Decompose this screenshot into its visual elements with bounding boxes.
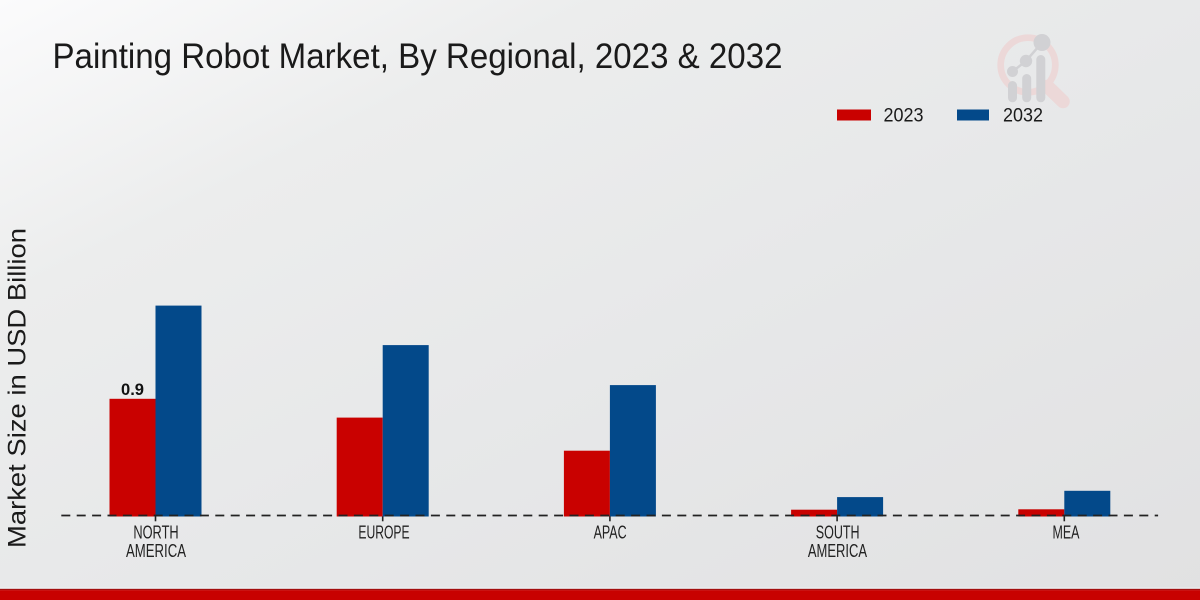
svg-text:AMERICA: AMERICA xyxy=(126,541,186,561)
svg-text:0.9: 0.9 xyxy=(121,380,144,399)
svg-text:MEA: MEA xyxy=(1053,522,1080,542)
svg-text:Market Size in USD Billion: Market Size in USD Billion xyxy=(4,228,32,548)
svg-text:SOUTH: SOUTH xyxy=(816,522,860,542)
svg-text:2032: 2032 xyxy=(1003,106,1043,127)
svg-text:APAC: APAC xyxy=(594,522,627,542)
svg-text:EUROPE: EUROPE xyxy=(358,522,409,542)
svg-text:2023: 2023 xyxy=(884,106,924,127)
svg-text:Painting Robot Market, By Regi: Painting Robot Market, By Regional, 2023… xyxy=(53,37,783,76)
svg-text:NORTH: NORTH xyxy=(133,522,178,542)
svg-text:AMERICA: AMERICA xyxy=(808,541,867,561)
